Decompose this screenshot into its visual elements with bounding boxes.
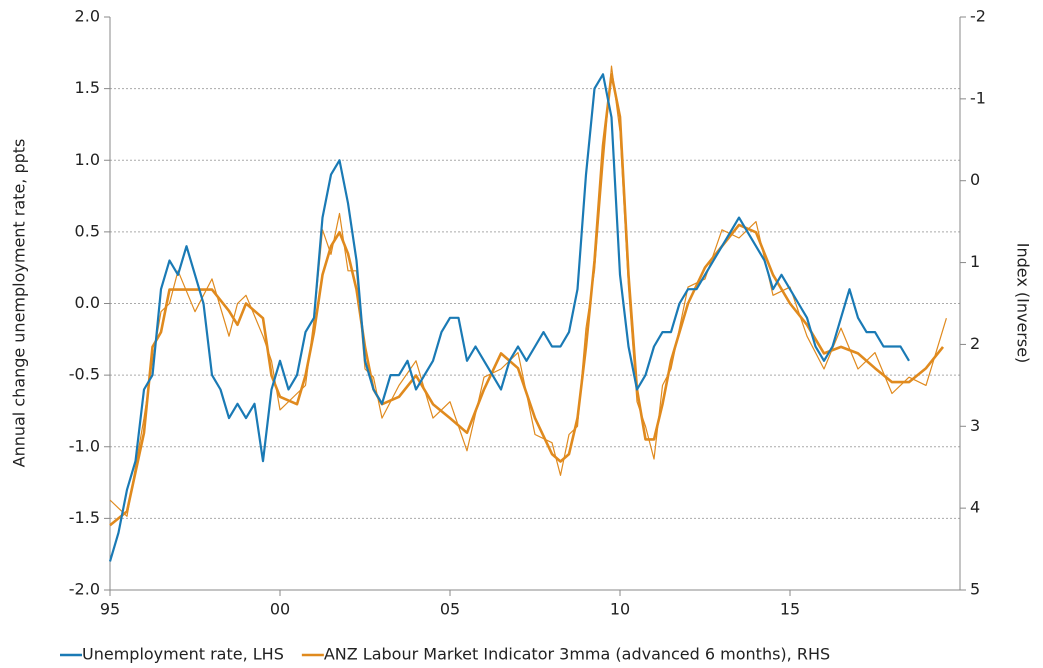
y-tick-label: -0.5 [69,365,100,384]
x-tick-label: 00 [270,600,290,619]
y2-tick-label: 1 [970,252,980,271]
y-tick-label: -1.5 [69,508,100,527]
x-tick-label: 95 [100,600,120,619]
y2-tick-label: 5 [970,580,980,599]
y-tick-label: -1.0 [69,436,100,455]
y-tick-label: 1.5 [75,78,100,97]
legend-label: Unemployment rate, LHS [82,645,284,664]
y-tick-label: -2.0 [69,580,100,599]
y2-tick-label: 3 [970,416,980,435]
y-tick-label: 0.0 [75,293,100,312]
y-tick-label: 2.0 [75,7,100,26]
y-tick-label: 0.5 [75,221,100,240]
y2-tick-label: -2 [970,7,986,26]
x-tick-label: 05 [440,600,460,619]
y2-axis-label: Index (Inverse) [1014,243,1033,364]
y2-tick-label: 2 [970,334,980,353]
y-tick-label: 1.0 [75,150,100,169]
y-axis-label: Annual change unemployment rate, ppts [10,139,29,468]
x-tick-label: 10 [610,600,630,619]
series-line [109,65,947,517]
y2-tick-label: 0 [970,170,980,189]
x-tick-label: 15 [780,600,800,619]
legend-label: ANZ Labour Market Indicator 3mma (advanc… [324,645,830,664]
y2-tick-label: -1 [970,88,986,107]
y2-tick-label: 4 [970,498,980,517]
series-line [109,73,945,527]
series-line [108,73,910,562]
